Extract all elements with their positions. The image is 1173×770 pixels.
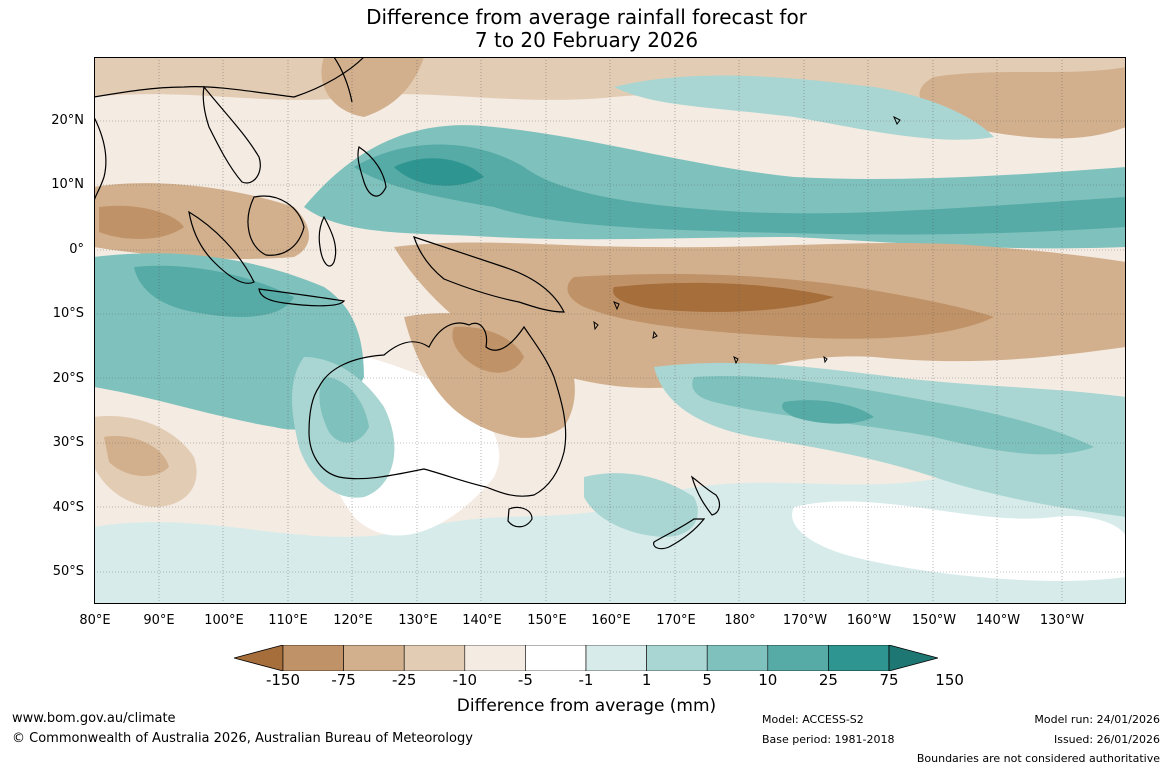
lon-label-180: 180°: [724, 613, 756, 628]
colorbar-swatch: [585, 645, 647, 671]
colorbar-tick-label: -75: [331, 671, 356, 689]
teal-indian-core: [134, 265, 294, 317]
australia-coastline: [308, 322, 567, 497]
lat-label-30s: 30°S: [52, 435, 84, 450]
colorbar-tick-label: -5: [517, 671, 533, 689]
teal-south-pacific-core: [692, 376, 1094, 455]
lat-label-20n: 20°N: [51, 113, 84, 128]
colorbar-swatch: [282, 645, 344, 671]
model-name: Model: ACCESS-S2: [762, 713, 864, 726]
map-frame: [94, 57, 1126, 604]
brown-nw-pacific: [321, 57, 424, 117]
lat-label-20s: 20°S: [52, 371, 84, 386]
teal-north-core: [354, 144, 1126, 235]
indochina-coastline: [202, 85, 261, 184]
pacific-islands: [593, 115, 901, 365]
borneo-coastline: [247, 195, 305, 256]
website-url: www.bom.gov.au/climate: [12, 711, 176, 726]
colorbar-tick-label: -10: [452, 671, 478, 689]
lon-label-80e: 80°E: [79, 613, 111, 628]
lat-label-40s: 40°S: [52, 500, 84, 515]
lon-label-110e: 110°E: [268, 613, 308, 628]
colorbar-tick-label: 25: [818, 671, 838, 689]
coastlines: [94, 57, 721, 550]
new-zealand-north-coastline: [690, 475, 721, 516]
lon-label-170e: 170°E: [656, 613, 696, 628]
colorbar-swatch: [767, 645, 829, 671]
brown-n-australia-core: [452, 326, 524, 373]
brown-equatorial-darkest: [613, 282, 834, 312]
lon-label-140w: 140°W: [975, 613, 1021, 628]
philippines-coastline: [357, 146, 387, 197]
teal-ne-band: [614, 75, 994, 140]
java-coastline: [258, 288, 346, 307]
colorbar-tick-label: 5: [702, 671, 712, 689]
model-run-date: Model run: 24/01/2026: [1034, 713, 1160, 726]
lon-label-160e: 160°E: [591, 613, 631, 628]
brown-southern-indian-core: [104, 436, 169, 477]
teal-wa-core: [319, 377, 369, 443]
title-line-2: 7 to 20 February 2026: [474, 28, 699, 52]
colorbar-swatch: [343, 645, 405, 671]
lon-label-100e: 100°E: [204, 613, 244, 628]
lon-label-130w: 130°W: [1039, 613, 1085, 628]
colorbar-tick-label: 10: [758, 671, 778, 689]
lon-label-130e: 130°E: [398, 613, 438, 628]
colorbar-swatch: [525, 645, 587, 671]
brown-indian-west-core: [99, 205, 184, 239]
lon-label-160w: 160°W: [846, 613, 892, 628]
colorbar-swatch: [403, 645, 466, 671]
colorbar-tick-label: -25: [391, 671, 417, 689]
colorbar-tick-label: 75: [879, 671, 899, 689]
graticule: [94, 57, 1126, 604]
rainfall-anomaly-map: [94, 57, 1126, 604]
lat-label-0: 0°: [69, 242, 84, 257]
teal-south-pacific-dark: [782, 400, 874, 424]
colorbar-tick-label: 150: [935, 671, 964, 689]
lon-label-150w: 150°W: [911, 613, 957, 628]
brown-northern-australia: [404, 313, 575, 438]
lat-label-10n: 10°N: [51, 177, 84, 192]
lon-label-90e: 90°E: [143, 613, 175, 628]
base-period: Base period: 1981-2018: [762, 733, 895, 746]
sumatra-coastline: [188, 210, 255, 284]
teal-north-darkest: [394, 158, 484, 186]
colorbar-swatch: [646, 645, 708, 671]
lon-label-150e: 150°E: [527, 613, 567, 628]
india-coastline: [94, 116, 107, 203]
lon-label-140e: 140°E: [462, 613, 502, 628]
colorbar: [234, 645, 938, 671]
asia-mainland-coastline: [94, 57, 365, 98]
lat-label-50s: 50°S: [52, 564, 84, 579]
colorbar-swatch: [828, 645, 890, 671]
new-zealand-south-coastline: [653, 518, 706, 550]
japan-coastline: [333, 57, 353, 103]
title-line-1: Difference from average rainfall forecas…: [366, 5, 807, 29]
colorbar-extend-high: [888, 645, 938, 671]
lat-label-10s: 10°S: [52, 306, 84, 321]
boundaries-disclaimer: Boundaries are not considered authoritat…: [916, 752, 1160, 765]
teal-tasman-sea: [584, 473, 698, 537]
tasmania-coastline: [507, 506, 533, 528]
colorbar-tick-label: -1: [578, 671, 594, 689]
new-guinea-coastline: [413, 236, 565, 313]
lon-label-120e: 120°E: [333, 613, 373, 628]
colorbar-title: Difference from average (mm): [456, 696, 717, 716]
colorbar-tick-label: -150: [265, 671, 301, 689]
sulawesi-coastline: [318, 215, 337, 267]
copyright-notice: © Commonwealth of Australia 2026, Austra…: [12, 731, 473, 746]
issued-date: Issued: 26/01/2026: [1053, 733, 1160, 746]
colorbar-swatch: [464, 645, 526, 671]
white-zone-southeast: [792, 501, 1126, 581]
lon-label-170w: 170°W: [782, 613, 828, 628]
colorbar-swatch: [706, 645, 769, 671]
colorbar-extend-low: [234, 645, 284, 671]
colorbar-tick-label: 1: [641, 671, 652, 689]
